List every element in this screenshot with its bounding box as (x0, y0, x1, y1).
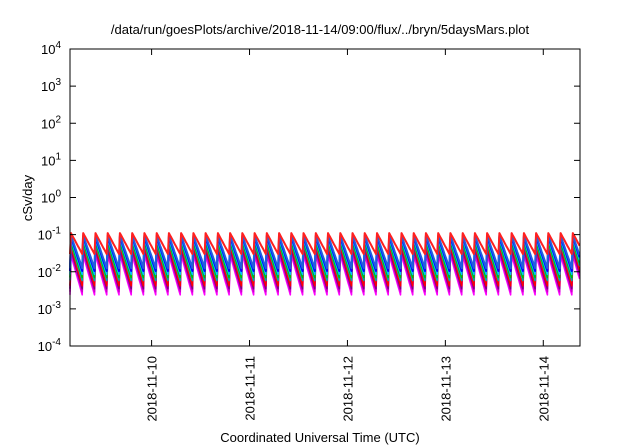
y-tick-label: 10-3 (38, 300, 62, 317)
y-tick-label: 10-2 (38, 263, 62, 280)
chart-title: /data/run/goesPlots/archive/2018-11-14/0… (110, 22, 530, 37)
series-line (69, 241, 581, 279)
series-line (69, 254, 581, 296)
y-tick-label: 102 (41, 114, 61, 131)
tick-layer: 10-4 10-3 10-2 10-1 100 101 102 103 104 2018-11-1… (38, 40, 580, 422)
y-tick-label: 10-1 (38, 226, 62, 243)
y-tick-label: 100 (41, 189, 61, 206)
x-tick-label: 2018-11-11 (243, 356, 258, 421)
plot-frame (69, 48, 581, 347)
series-line (69, 245, 581, 287)
x-tick-label: 2018-11-12 (340, 356, 355, 422)
y-tick-label: 104 (41, 40, 61, 57)
series-line (69, 234, 581, 270)
y-tick-label: 103 (41, 77, 61, 94)
series-line (69, 232, 581, 255)
x-tick-label: 2018-11-14 (536, 356, 551, 422)
x-axis-label: Coordinated Universal Time (UTC) (220, 430, 420, 445)
x-tick-label: 2018-11-10 (145, 356, 160, 422)
x-tick-label: 2018-11-13 (438, 356, 453, 422)
y-axis-label: cSv/day (20, 174, 35, 221)
series-layer (69, 232, 581, 296)
y-tick-label: 10-4 (38, 337, 62, 354)
y-tick-label: 101 (41, 151, 61, 168)
